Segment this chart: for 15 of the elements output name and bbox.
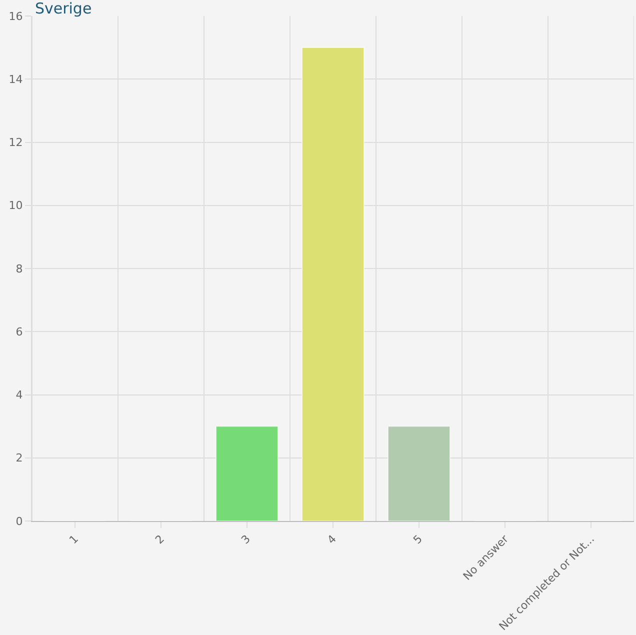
y-tick-label: 0 xyxy=(16,514,23,528)
chart-title: Sverige xyxy=(34,0,92,18)
y-tick-label: 10 xyxy=(8,199,23,212)
y-tick-label: 4 xyxy=(16,388,23,402)
y-tick-label: 6 xyxy=(16,325,23,338)
x-tick-label: 4 xyxy=(324,532,340,547)
x-tick-label: 2 xyxy=(152,532,168,547)
y-tick-label: 12 xyxy=(8,136,23,150)
y-tick-label: 2 xyxy=(16,452,23,465)
y-tick-label: 8 xyxy=(16,262,23,276)
x-tick-label: 5 xyxy=(410,532,426,547)
y-tick-label: 14 xyxy=(8,72,23,86)
x-tick-label: 3 xyxy=(238,532,254,547)
x-tick-label: 1 xyxy=(66,532,82,547)
y-tick-label: 16 xyxy=(8,10,23,23)
